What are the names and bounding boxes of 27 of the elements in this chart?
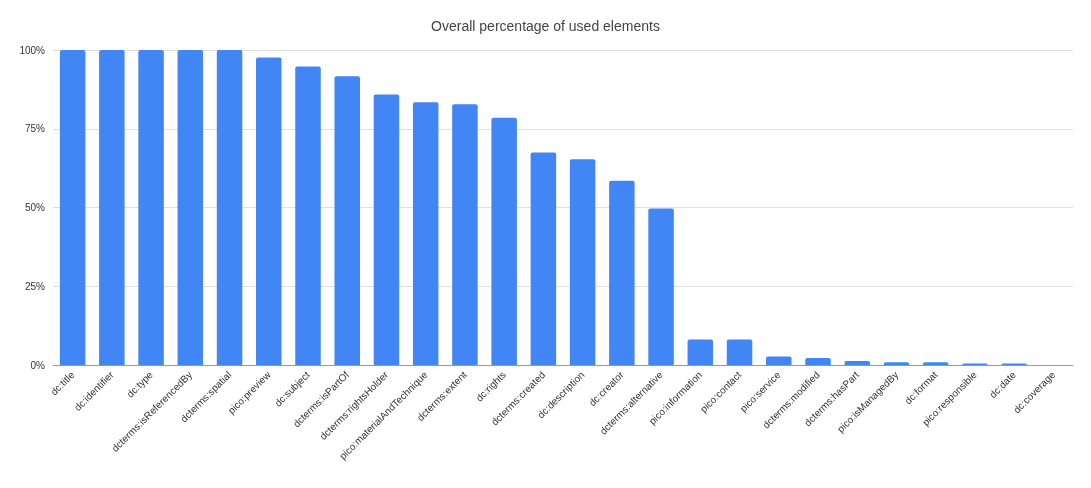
bar	[648, 208, 674, 365]
y-tick-label: 0%	[30, 359, 46, 371]
bar	[452, 104, 478, 365]
bar	[766, 356, 792, 365]
bar	[373, 94, 400, 365]
bar	[138, 50, 164, 365]
bar	[844, 360, 870, 365]
bar	[491, 117, 517, 365]
bar	[805, 358, 831, 365]
bar	[256, 57, 282, 365]
y-tick-label: 50%	[24, 202, 46, 213]
bar	[216, 50, 243, 365]
bar	[59, 50, 86, 365]
bar	[609, 180, 635, 365]
bar	[687, 339, 714, 365]
bar	[530, 152, 557, 365]
bar	[569, 159, 596, 365]
y-tick-label: 75%	[24, 123, 46, 135]
y-tick-label: 100%	[19, 44, 46, 56]
bar	[334, 76, 360, 365]
bar	[295, 66, 321, 365]
chart-title: Overall percentage of used elements	[431, 18, 660, 34]
bar	[177, 50, 204, 365]
y-tick-label: 25%	[24, 280, 46, 292]
bar	[99, 50, 125, 365]
bar	[726, 339, 753, 365]
bar	[412, 102, 439, 365]
